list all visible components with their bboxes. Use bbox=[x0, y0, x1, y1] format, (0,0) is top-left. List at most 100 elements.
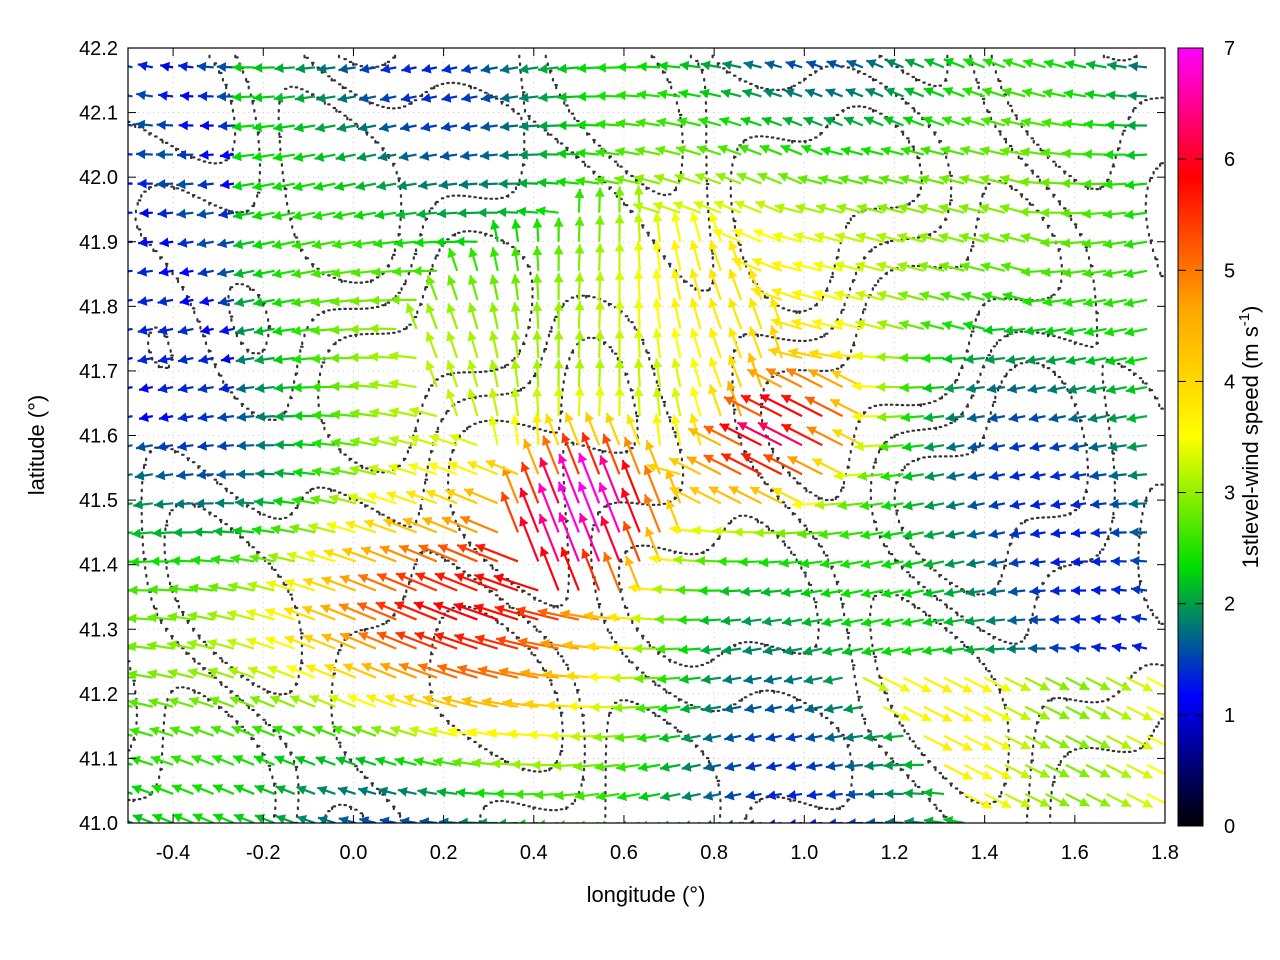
wind-arrow bbox=[1030, 528, 1046, 539]
wind-arrow bbox=[168, 697, 194, 708]
wind-arrow bbox=[454, 572, 499, 592]
wind-arrow bbox=[980, 116, 1006, 127]
wind-arrow bbox=[748, 819, 762, 823]
wind-arrow bbox=[251, 525, 275, 536]
wind-arrow bbox=[195, 498, 214, 509]
wind-arrow bbox=[708, 268, 722, 301]
wind-arrow bbox=[985, 615, 1006, 626]
wind-arrow bbox=[489, 302, 499, 330]
wind-arrow bbox=[1102, 268, 1127, 279]
wind-arrow bbox=[941, 116, 965, 127]
wind-arrow bbox=[1045, 355, 1067, 365]
wind-arrow bbox=[846, 818, 863, 823]
wind-arrow bbox=[1082, 149, 1107, 160]
wind-arrow bbox=[923, 734, 953, 752]
wind-arrow bbox=[884, 87, 904, 98]
wind-arrow bbox=[943, 763, 973, 781]
wind-arrow bbox=[1000, 116, 1026, 127]
wind-arrow bbox=[253, 297, 275, 308]
wind-arrow bbox=[477, 665, 519, 679]
wind-arrow bbox=[217, 296, 235, 307]
wind-arrow bbox=[1049, 643, 1066, 654]
wind-arrow bbox=[780, 587, 803, 598]
y-tick-label: 41.1 bbox=[79, 748, 118, 770]
wind-arrow bbox=[167, 668, 194, 679]
wind-arrow bbox=[943, 57, 965, 69]
colorbar-tick-label: 5 bbox=[1224, 260, 1235, 282]
wind-arrow bbox=[671, 358, 682, 388]
wind-arrow bbox=[253, 755, 275, 766]
wind-arrow bbox=[1070, 528, 1087, 538]
wind-arrow bbox=[672, 201, 701, 214]
wind-arrow bbox=[1020, 266, 1046, 277]
wind-arrow bbox=[623, 436, 641, 475]
wind-arrow bbox=[475, 788, 498, 799]
y-tick-label: 41.3 bbox=[79, 619, 118, 641]
wind-arrow bbox=[963, 792, 993, 810]
wind-arrow bbox=[1091, 614, 1107, 624]
wind-arrow bbox=[377, 151, 397, 162]
wind-arrow bbox=[461, 92, 478, 103]
wind-arrow bbox=[128, 65, 133, 69]
wind-arrow bbox=[537, 607, 580, 621]
wind-arrow bbox=[946, 471, 965, 481]
wind-arrow bbox=[1065, 792, 1090, 807]
wind-arrow bbox=[595, 147, 620, 158]
wind-arrow bbox=[177, 237, 194, 248]
wind-arrow bbox=[292, 181, 316, 192]
wind-arrow bbox=[1070, 499, 1087, 510]
wind-arrow bbox=[1024, 734, 1051, 750]
wind-arrow bbox=[825, 761, 843, 771]
wind-arrow bbox=[596, 91, 620, 102]
y-tick-label: 41.7 bbox=[79, 361, 118, 383]
wind-arrow bbox=[924, 500, 945, 511]
wind-arrow bbox=[677, 117, 701, 127]
wind-arrow bbox=[1027, 383, 1046, 394]
wind-arrow bbox=[293, 439, 316, 450]
wind-arrow bbox=[128, 675, 133, 679]
wind-arrow bbox=[458, 179, 478, 190]
wind-arrow bbox=[366, 491, 397, 505]
wind-arrow bbox=[652, 212, 663, 242]
wind-arrow bbox=[1091, 585, 1107, 596]
wind-arrow bbox=[940, 145, 965, 156]
wind-arrow bbox=[1027, 643, 1046, 654]
wind-arrow bbox=[558, 512, 580, 562]
wind-arrow bbox=[294, 755, 316, 766]
wind-arrow bbox=[422, 694, 458, 708]
wind-arrow bbox=[395, 631, 438, 650]
wind-arrow bbox=[510, 414, 521, 446]
wind-arrow bbox=[456, 664, 498, 679]
wind-arrow bbox=[942, 645, 965, 656]
wind-arrow bbox=[901, 645, 924, 656]
wind-arrow bbox=[232, 210, 255, 220]
wind-arrow bbox=[247, 581, 275, 592]
wind-arrow bbox=[553, 301, 564, 329]
wind-arrow bbox=[633, 269, 644, 300]
y-tick-label: 41.2 bbox=[79, 684, 118, 706]
wind-arrow bbox=[347, 492, 377, 505]
wind-arrow bbox=[351, 267, 377, 278]
grid bbox=[128, 47, 1166, 824]
wind-arrow bbox=[748, 268, 763, 301]
wind-arrow bbox=[984, 734, 1012, 751]
wind-arrow bbox=[843, 116, 864, 127]
wind-arrow bbox=[881, 559, 904, 569]
wind-arrow bbox=[1005, 354, 1026, 365]
wind-arrow bbox=[314, 152, 336, 162]
wind-arrow bbox=[511, 219, 522, 242]
wind-arrow bbox=[188, 696, 215, 708]
wind-arrow bbox=[999, 146, 1026, 157]
wind-arrow bbox=[815, 203, 843, 214]
wind-arrow bbox=[652, 584, 681, 595]
wind-arrow bbox=[493, 573, 539, 592]
wind-arrow bbox=[738, 144, 762, 156]
wind-arrow bbox=[984, 763, 1012, 780]
wind-arrow bbox=[510, 359, 521, 388]
wind-arrow bbox=[820, 588, 843, 598]
wind-arrow bbox=[652, 328, 663, 359]
wind-arrow bbox=[428, 726, 458, 737]
wind-arrow bbox=[255, 411, 275, 422]
wind-arrow bbox=[824, 732, 843, 743]
wind-arrow bbox=[137, 266, 153, 277]
